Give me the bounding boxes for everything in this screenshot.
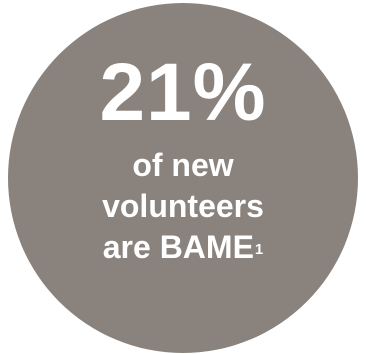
- stat-caption: of new volunteers are BAME1: [0, 145, 366, 268]
- caption-line: volunteers: [102, 188, 264, 224]
- caption-line-with-footnote: are BAME1: [0, 227, 366, 268]
- footnote-marker: 1: [254, 241, 264, 258]
- caption-line: of new: [132, 147, 234, 183]
- stat-value: 21%: [99, 47, 267, 138]
- caption-line-text: are BAME: [102, 229, 254, 265]
- stat-circle: [8, 3, 358, 353]
